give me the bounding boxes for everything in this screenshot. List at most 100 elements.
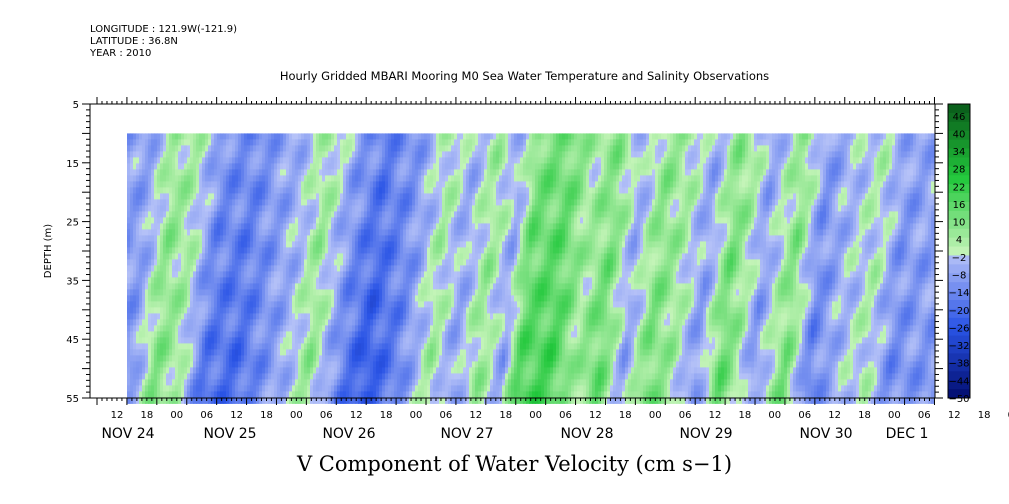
x-hour-tick-label: 06 <box>440 410 453 421</box>
variable-title: V Component of Water Velocity (cm s−1) <box>296 452 733 476</box>
y-axis: 5 15 25 35 45 55 DEPTH (m) <box>43 100 943 405</box>
chart-title: Hourly Gridded MBARI Mooring M0 Sea Wate… <box>279 69 770 83</box>
colorbar-label: 22 <box>953 182 966 193</box>
colorbar-label: −50 <box>948 394 969 405</box>
colorbar-swatch <box>948 308 970 319</box>
x-hour-tick-label: 12 <box>589 410 602 421</box>
x-hour-tick-label: 00 <box>1008 410 1009 421</box>
x-hour-tick-label: 18 <box>260 410 273 421</box>
x-hour-tick-label: 12 <box>828 410 841 421</box>
x-hour-tick-label: 18 <box>499 410 512 421</box>
y-tick-label: 45 <box>66 335 79 346</box>
colorbar-swatch <box>948 353 970 363</box>
x-date-label: NOV 26 <box>322 426 375 442</box>
y-tick-label: 35 <box>66 276 79 287</box>
colorbar-swatch <box>948 184 970 194</box>
x-hour-tick-label: 06 <box>200 410 213 421</box>
latitude-label: LATITUDE : 36.8N <box>90 36 178 47</box>
colorbar-swatch <box>948 202 970 212</box>
y-tick-label: 55 <box>66 394 79 405</box>
colorbar-swatch <box>948 371 970 381</box>
colorbar-label: −26 <box>948 323 969 334</box>
colorbar-label: −14 <box>948 288 969 299</box>
y-tick-label: 15 <box>66 159 79 170</box>
y-axis-label: DEPTH (m) <box>43 224 54 278</box>
colorbar-swatch <box>948 210 970 221</box>
colorbar-label: 10 <box>953 218 966 229</box>
x-hour-tick-label: 06 <box>918 410 931 421</box>
x-hour-tick-label: 12 <box>111 410 124 421</box>
colorbar-swatch <box>948 291 970 301</box>
x-hour-tick-label: 12 <box>709 410 722 421</box>
x-hour-tick-label: 18 <box>380 410 393 421</box>
x-hour-tick-label: 06 <box>559 410 572 421</box>
colorbar-swatch <box>948 317 970 328</box>
colorbar-swatch <box>948 130 970 141</box>
colorbar-swatch <box>948 237 970 247</box>
colorbar-swatch <box>948 112 970 123</box>
heatmap-field <box>127 133 935 404</box>
colorbar-label: −8 <box>952 271 967 282</box>
x-date-label: NOV 28 <box>560 426 613 442</box>
x-date-label: NOV 24 <box>101 426 154 442</box>
x-hour-tick-label: 18 <box>141 410 154 421</box>
colorbar-swatch <box>948 175 970 185</box>
colorbar-label: −38 <box>948 359 969 370</box>
colorbar: 46 40 34 28 22 16 10 4 −2 −8 −14 −20 −26 −32 −38 −44 −50 <box>947 103 971 405</box>
x-hour-tick-label: 06 <box>679 410 692 421</box>
y-tick-label: 5 <box>73 100 79 111</box>
longitude-label: LONGITUDE : 121.9W(-121.9) <box>90 24 237 35</box>
x-date-label: DEC 1 <box>886 426 929 442</box>
colorbar-swatch <box>948 380 970 390</box>
colorbar-swatch <box>948 282 970 292</box>
colorbar-label: 28 <box>953 165 966 176</box>
x-hour-tick-label: 00 <box>410 410 423 421</box>
colorbar-label: 4 <box>956 235 962 246</box>
x-hour-tick-label: 18 <box>739 410 752 421</box>
x-hour-tick-label: 00 <box>768 410 781 421</box>
colorbar-swatch <box>948 246 970 256</box>
colorbar-swatch <box>948 139 970 149</box>
colorbar-swatch <box>948 335 970 345</box>
colorbar-label: −44 <box>948 376 969 387</box>
x-hour-tick-label: 12 <box>469 410 482 421</box>
colorbar-swatch <box>948 255 970 265</box>
x-hour-tick-label: 06 <box>320 410 333 421</box>
colorbar-label: 34 <box>953 147 966 158</box>
x-date-label: NOV 30 <box>799 426 852 442</box>
colorbar-swatch <box>948 121 970 132</box>
x-hour-tick-label: 00 <box>888 410 901 421</box>
x-date-label: NOV 27 <box>440 426 493 442</box>
x-axis: 12 18 00 06 12 18 00 06 12 18 00 06 12 18 00 06 12 18 00 06… <box>96 97 1009 442</box>
colorbar-swatch <box>948 300 970 310</box>
colorbar-label: −20 <box>948 306 969 317</box>
colorbar-swatch <box>948 228 970 239</box>
x-hour-tick-label: 12 <box>350 410 363 421</box>
colorbar-swatch <box>948 389 970 399</box>
colorbar-swatch <box>948 104 970 114</box>
x-hour-tick-label: 18 <box>978 410 991 421</box>
x-hour-tick-label: 18 <box>858 410 871 421</box>
colorbar-swatch <box>948 362 970 372</box>
x-date-label: NOV 29 <box>679 426 732 442</box>
x-hour-tick-label: 06 <box>798 410 811 421</box>
year-label: YEAR : 2010 <box>90 48 152 59</box>
colorbar-swatch <box>948 344 970 354</box>
x-date-label: NOV 25 <box>203 426 256 442</box>
colorbar-swatch <box>948 166 970 176</box>
x-hour-tick-label: 00 <box>170 410 183 421</box>
colorbar-label: −2 <box>952 253 967 264</box>
x-hour-tick-label: 00 <box>529 410 542 421</box>
colorbar-swatch <box>948 326 970 337</box>
x-hour-tick-label: 00 <box>649 410 662 421</box>
colorbar-swatch <box>948 219 970 230</box>
colorbar-swatch <box>948 264 970 274</box>
colorbar-swatch <box>948 193 970 203</box>
colorbar-swatch <box>948 157 970 167</box>
x-hour-tick-label: 12 <box>948 410 961 421</box>
colorbar-swatch <box>948 273 970 283</box>
x-hour-tick-label: 00 <box>290 410 303 421</box>
colorbar-label: 40 <box>953 129 966 140</box>
x-hour-tick-label: 12 <box>230 410 243 421</box>
